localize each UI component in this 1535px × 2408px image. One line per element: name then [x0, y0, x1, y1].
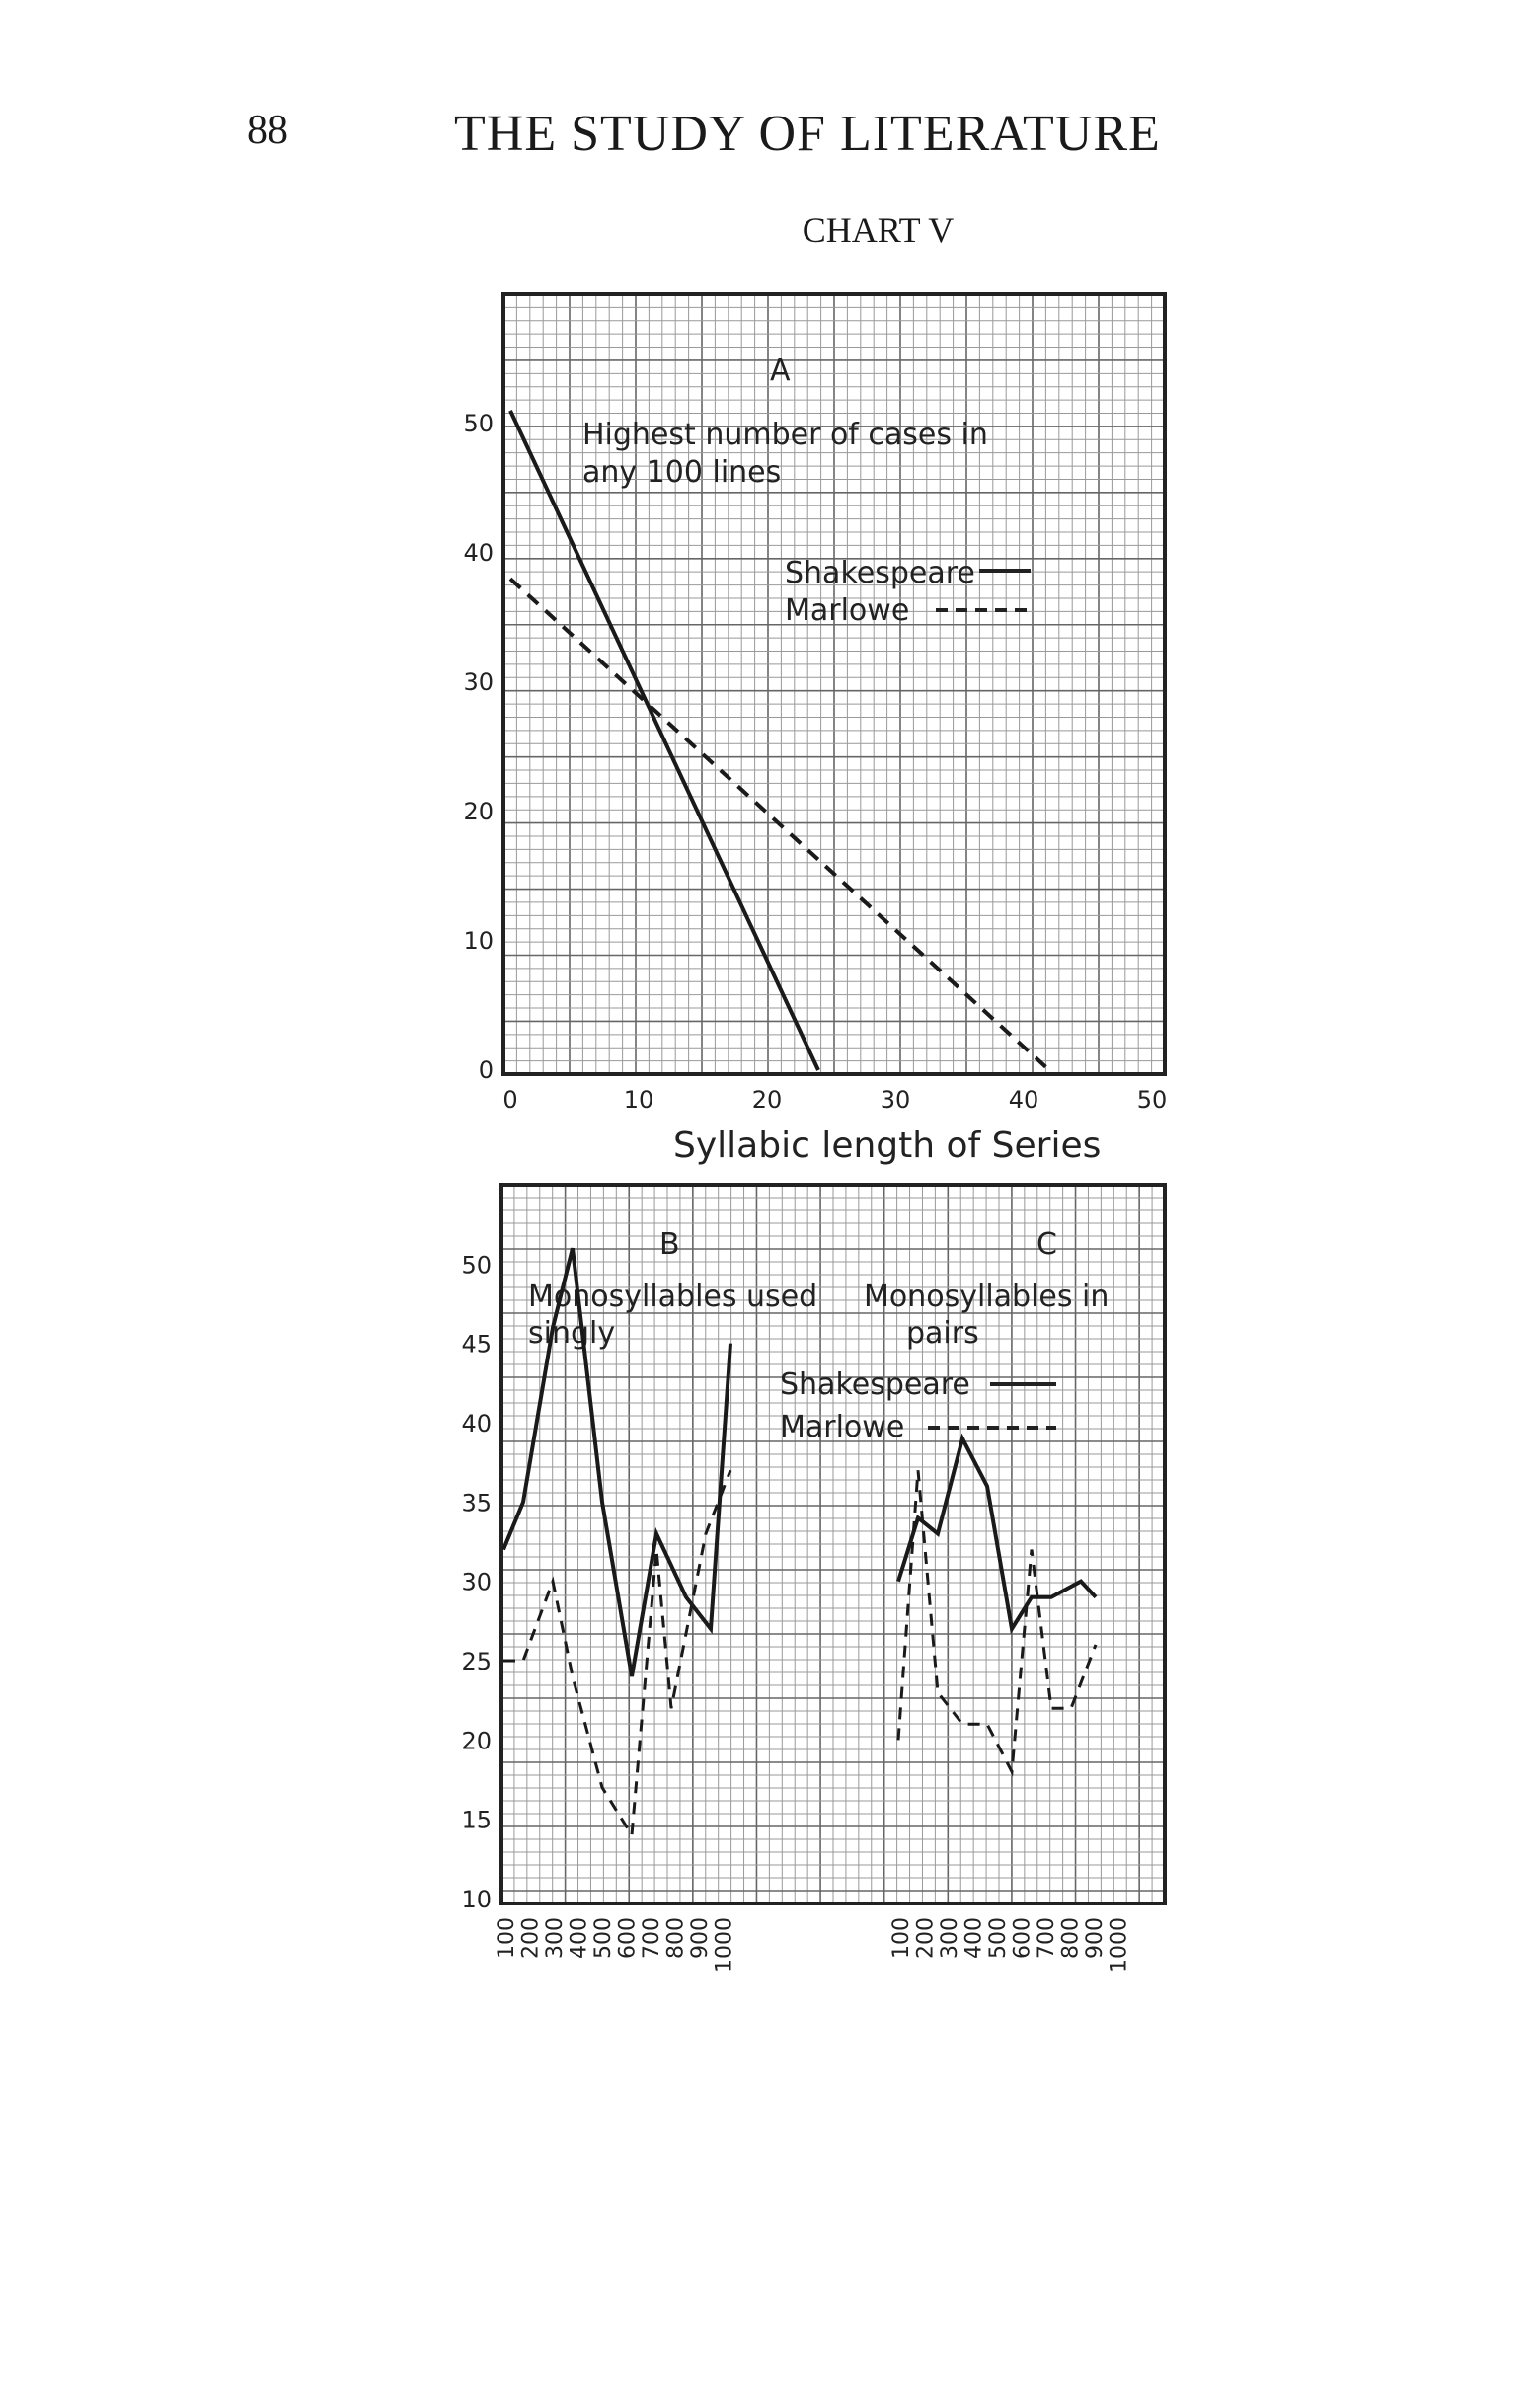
y-tick-label-b: 50 — [461, 1251, 492, 1279]
annotation-b-line-2: singly — [528, 1316, 615, 1351]
x-tick-label-a: 0 — [502, 1086, 517, 1114]
x-tick-label-b: 600 — [616, 1917, 641, 1959]
x-tick-label-b: 1000 — [713, 1917, 737, 1973]
legend-bc-shakespeare: Shakespeare — [780, 1367, 970, 1402]
frame-bc — [499, 1183, 1167, 1905]
y-tick-label-b: 30 — [461, 1569, 492, 1596]
y-tick-label-b: 35 — [461, 1489, 492, 1516]
x-tick-label-b: 800 — [664, 1917, 689, 1959]
x-tick-label-b: 700 — [640, 1917, 664, 1959]
annotation-c-line-1: Monosyllables in — [864, 1280, 1109, 1314]
x-tick-label-c: 200 — [914, 1917, 939, 1959]
x-tick-label-b: 200 — [519, 1917, 544, 1959]
grid-bc — [501, 1185, 1165, 1903]
x-tick-label-a: 30 — [881, 1086, 911, 1114]
x-tick-label-a: 10 — [624, 1086, 654, 1114]
x-tick-label-b: 400 — [568, 1917, 592, 1959]
series-a — [508, 410, 1051, 1072]
series-line-a-marlowe — [508, 577, 1051, 1072]
series-bc — [501, 1247, 1098, 1840]
panel-label-a: A — [770, 353, 791, 388]
x-tick-label-c: 100 — [889, 1917, 914, 1959]
y-tick-label-b: 20 — [461, 1727, 492, 1754]
x-tick-label-b: 900 — [688, 1917, 713, 1959]
x-tick-label-b: 300 — [543, 1917, 568, 1959]
y-tick-label-a: 30 — [463, 668, 494, 696]
x-tick-label-c: 600 — [1011, 1917, 1036, 1959]
x-axis-title-a: Syllabic length of Series — [673, 1126, 1101, 1166]
y-tick-label-a: 50 — [463, 410, 494, 437]
legend-bc-marlowe: Marlowe — [780, 1410, 904, 1444]
series-line-c-shakespeare — [896, 1433, 1098, 1635]
series-line-c-marlowe — [896, 1470, 1098, 1777]
annotation-a-line-2: any 100 lines — [582, 455, 781, 490]
legend-a-marlowe: Marlowe — [785, 593, 909, 628]
x-tick-label-c: 300 — [938, 1917, 962, 1959]
annotation-c-line-2: pairs — [906, 1316, 979, 1351]
panel-label-b: B — [659, 1227, 680, 1262]
y-tick-label-a: 0 — [479, 1056, 494, 1084]
x-tick-label-a: 40 — [1009, 1086, 1039, 1114]
x-tick-label-c: 800 — [1059, 1917, 1084, 1959]
y-tick-label-b: 10 — [461, 1886, 492, 1913]
y-tick-label-b: 45 — [461, 1331, 492, 1359]
y-tick-label-a: 10 — [463, 927, 494, 955]
chart-a: A Highest number of cases in any 100 lin… — [463, 292, 1167, 1166]
series-line-a-shakespeare — [508, 410, 820, 1071]
grid-a — [503, 294, 1165, 1074]
x-tick-label-c: 400 — [962, 1917, 987, 1959]
y-tick-label-b: 15 — [461, 1807, 492, 1834]
annotation-b-line-1: Monosyllables used — [528, 1280, 817, 1314]
x-tick-label-c: 1000 — [1108, 1917, 1132, 1973]
x-tick-label-c: 700 — [1035, 1917, 1059, 1959]
series-line-b-marlowe — [503, 1469, 732, 1840]
running-head: THE STUDY OF LITERATURE — [454, 106, 1161, 162]
ticks-a: 0 10 20 30 40 50 0 10 20 30 40 50 — [463, 410, 1167, 1114]
x-tick-label-c: 900 — [1083, 1917, 1108, 1959]
panel-label-c: C — [1036, 1227, 1057, 1262]
annotation-a-line-1: Highest number of cases in — [582, 418, 988, 452]
chart-bc: B C Monosyllables used singly Monosyllab… — [461, 1183, 1167, 1973]
x-tick-label-b: 500 — [591, 1917, 616, 1959]
frame-a — [501, 292, 1167, 1076]
y-tick-label-b: 25 — [461, 1648, 492, 1675]
chart-title: CHART V — [802, 210, 955, 250]
y-tick-label-b: 40 — [461, 1410, 492, 1437]
x-tick-label-a: 20 — [752, 1086, 783, 1114]
x-tick-label-c: 500 — [986, 1917, 1011, 1959]
y-tick-label-a: 40 — [463, 539, 494, 567]
page-number: 88 — [247, 108, 288, 153]
series-line-b-shakespeare — [501, 1247, 732, 1677]
x-tick-label-b: 100 — [495, 1917, 519, 1959]
x-tick-label-a: 50 — [1137, 1086, 1168, 1114]
y-tick-label-a: 20 — [463, 798, 494, 825]
legend-a-shakespeare: Shakespeare — [785, 556, 975, 590]
